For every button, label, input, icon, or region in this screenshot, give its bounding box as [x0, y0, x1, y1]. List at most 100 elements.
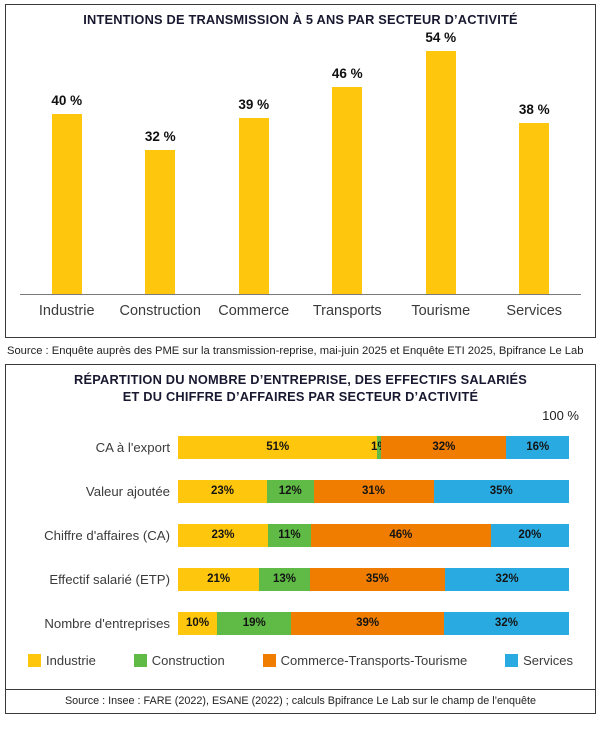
row-label: Chiffre d'affaires (CA)	[44, 527, 170, 543]
chart1-title: INTENTIONS DE TRANSMISSION À 5 ANS PAR S…	[83, 12, 518, 27]
bar-segment: 13%	[259, 567, 310, 591]
bar-value-label: 54 %	[425, 29, 457, 45]
category-label: Services	[506, 303, 563, 320]
bar-value-label: 40 %	[51, 92, 83, 108]
bar-segment: 51%	[178, 435, 378, 459]
legend-item: Commerce-Transports-Tourisme	[262, 653, 468, 669]
stacked-bar-rows: CA à l'export 51% 1% 32% 16% Valeur ajoutée 23…	[6, 425, 595, 645]
bar-chart-plot: 40 % 32 % 39 % 46 % 54 % 38 %	[20, 29, 581, 295]
legend-swatch	[262, 654, 276, 668]
bar-segment: 23%	[178, 523, 268, 547]
segment-value-label: 10%	[186, 617, 210, 630]
bar	[145, 149, 176, 294]
segment-value-label: 32%	[432, 441, 456, 454]
segment-value-label: 23%	[211, 485, 235, 498]
axis-max-label: 100 %	[542, 408, 579, 424]
row-label: Valeur ajoutée	[85, 483, 170, 499]
legend-label: Industrie	[46, 653, 96, 669]
legend-swatch	[133, 654, 147, 668]
segment-value-label: 20%	[518, 529, 542, 542]
segment-value-label: 21%	[207, 573, 231, 586]
chart2-title: RÉPARTITION DU NOMBRE D’ENTREPRISE, DES …	[6, 365, 595, 405]
bar-value-label: 46 %	[331, 65, 363, 81]
category-label: Transports	[312, 303, 382, 320]
bar-segment: 21%	[178, 567, 260, 591]
legend-label: Construction	[151, 653, 225, 669]
bar-segment: 23%	[178, 479, 268, 503]
bar-segment: 32%	[381, 435, 507, 459]
chart1-source-text: Source : Enquête auprès des PME sur la t…	[7, 345, 584, 357]
bar-segment: 19%	[217, 611, 292, 635]
bar-segment: 35%	[433, 479, 570, 503]
bar-column: 46 %	[301, 66, 394, 294]
chart2-legend: Industrie Construction Commerce-Transports…	[6, 645, 595, 668]
legend-swatch	[505, 654, 519, 668]
bar-segment: 35%	[309, 567, 446, 591]
segment-value-label: 46%	[389, 529, 413, 542]
transmission-chart-panel: INTENTIONS DE TRANSMISSION À 5 ANS PAR S…	[5, 4, 596, 338]
chart2-title-line2: ET DU CHIFFRE D’AFFAIRES PAR SECTEUR D’A…	[122, 388, 479, 404]
segment-value-label: 23%	[211, 529, 235, 542]
legend-swatch	[28, 654, 41, 668]
bar-segment: 11%	[267, 523, 311, 547]
segment-value-label: 35%	[489, 485, 513, 498]
category-label: Commerce	[218, 303, 290, 320]
row-label: CA à l'export	[95, 439, 170, 455]
segment-value-label: 11%	[278, 529, 301, 542]
stacked-bar-row: Nombre d'entreprises 10% 19% 39% 32%	[6, 601, 595, 645]
stacked-bar: 23% 12% 31% 35%	[178, 479, 570, 503]
segment-value-label: 12%	[278, 485, 302, 498]
row-label: Effectif salarié (ETP)	[49, 571, 170, 587]
bar	[425, 50, 456, 294]
category-label: Industrie	[38, 303, 95, 320]
stacked-bar-row: Chiffre d'affaires (CA) 23% 11% 46% 20%	[6, 513, 595, 557]
repartition-chart-panel: RÉPARTITION DU NOMBRE D’ENTREPRISE, DES …	[5, 364, 596, 715]
bar-value-label: 39 %	[238, 97, 270, 113]
stacked-bar-row: Effectif salarié (ETP) 21% 13% 35% 32%	[6, 557, 595, 601]
stacked-bar-row: CA à l'export 51% 1% 32% 16%	[6, 425, 595, 469]
bar-segment: 32%	[445, 567, 569, 591]
bar-segment: 46%	[310, 523, 491, 547]
segment-value-label: 39%	[356, 617, 380, 630]
segment-value-label: 16%	[526, 441, 550, 454]
chart2-source-text: Source : Insee : FARE (2022), ESANE (202…	[6, 689, 595, 713]
bar	[51, 113, 82, 294]
legend-label: Commerce-Transports-Tourisme	[280, 653, 468, 669]
bar-segment: 32%	[443, 611, 569, 635]
bar-segment: 12%	[267, 479, 314, 503]
segment-value-label: 32%	[495, 573, 519, 586]
category-label: Tourisme	[411, 303, 471, 320]
bar-segment: 16%	[506, 435, 569, 459]
segment-value-label: 13%	[272, 573, 296, 586]
row-label: Nombre d'entreprises	[44, 615, 170, 631]
legend-item: Industrie	[28, 653, 96, 668]
segment-value-label: 35%	[365, 573, 389, 586]
segment-value-label: 31%	[361, 485, 386, 498]
stacked-bar: 23% 11% 46% 20%	[178, 523, 570, 547]
segment-value-label: 51%	[266, 441, 290, 454]
stacked-bar-row: Valeur ajoutée 23% 12% 31% 35%	[6, 469, 595, 513]
bar-segment: 31%	[313, 479, 434, 503]
legend-label: Services	[523, 653, 573, 669]
bar	[238, 118, 269, 294]
bar-segment: 20%	[490, 523, 570, 547]
stacked-bar: 10% 19% 39% 32%	[178, 611, 569, 635]
bar	[519, 122, 550, 294]
stacked-bar: 51% 1% 32% 16%	[178, 435, 569, 459]
segment-value-label: 19%	[242, 617, 266, 630]
bar-column: 39 %	[207, 97, 300, 294]
legend-item: Services	[505, 653, 573, 668]
legend-item: Construction	[133, 653, 225, 669]
category-label: Construction	[119, 303, 201, 320]
chart2-title-line1: RÉPARTITION DU NOMBRE D’ENTREPRISE, DES …	[74, 372, 527, 388]
stacked-bar: 21% 13% 35% 32%	[178, 567, 569, 591]
bar-chart-category-axis: Industrie Construction Commerce Transports T…	[20, 295, 581, 328]
bar-value-label: 32 %	[144, 128, 176, 144]
bar-segment: 10%	[178, 611, 218, 635]
bar-column: 54 %	[394, 30, 487, 294]
bar-column: 38 %	[488, 102, 581, 294]
bar	[332, 86, 363, 294]
bar-column: 32 %	[114, 129, 207, 294]
